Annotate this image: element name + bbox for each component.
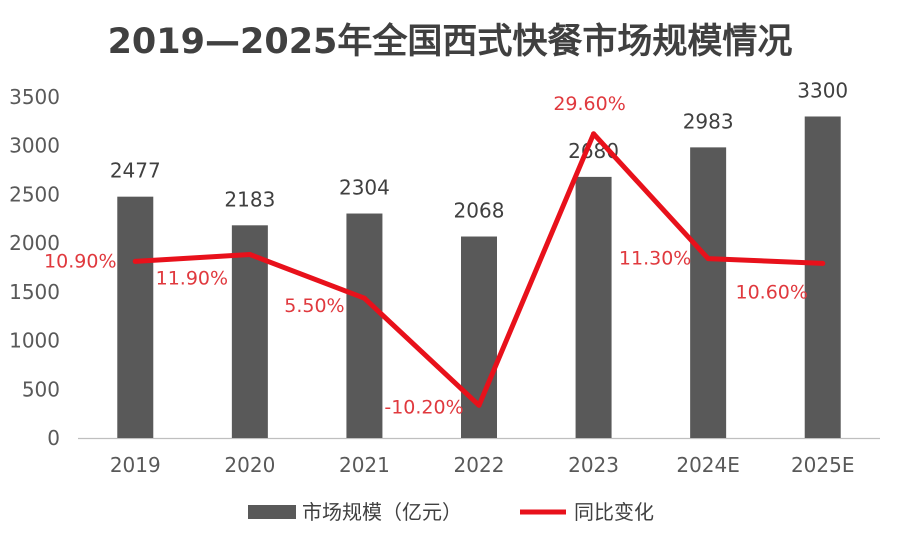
- bar-value-label-2019: 2477: [110, 159, 161, 183]
- bar-2021: [346, 213, 383, 438]
- bar-2024e: [690, 147, 727, 438]
- x-tick-label-2021: 2021: [339, 453, 390, 477]
- bar-2019: [117, 196, 154, 438]
- bar-2023: [575, 176, 612, 439]
- x-axis-tick-labels: 2019 2020 2021 2022 2023 2024E 2025E: [110, 453, 855, 477]
- yoy-label-2019: 10.90%: [44, 250, 116, 272]
- y-tick-label-1000: 1000: [9, 329, 60, 353]
- yoy-label-2022: -10.20%: [384, 396, 463, 418]
- line-data-labels: 10.90% 11.90% 5.50% -10.20% 29.60% 11.30% 10.6…: [44, 93, 808, 418]
- y-tick-label-2000: 2000: [9, 231, 60, 255]
- yoy-label-2024e: 11.30%: [619, 248, 691, 270]
- yoy-point-2025e: [820, 260, 826, 266]
- legend-swatch-market-size: [248, 505, 296, 519]
- x-tick-label-2019: 2019: [110, 453, 161, 477]
- x-tick-label-2024e: 2024E: [676, 453, 740, 477]
- y-tick-label-2500: 2500: [9, 182, 60, 206]
- yoy-point-2022: [476, 402, 482, 408]
- y-axis-tick-labels: 0 500 1000 1500 2000 2500 3000 3500: [9, 85, 60, 450]
- yoy-label-2020: 11.90%: [156, 268, 228, 290]
- x-tick-label-2022: 2022: [454, 453, 505, 477]
- yoy-label-2023: 29.60%: [553, 93, 625, 115]
- bar-value-label-2020: 2183: [224, 187, 275, 211]
- chart-title: 2019—2025年全国西式快餐市场规模情况: [108, 21, 793, 62]
- x-tick-label-2020: 2020: [224, 453, 275, 477]
- bar-2025e: [804, 116, 841, 438]
- legend: 市场规模（亿元） 同比变化: [248, 500, 654, 524]
- y-tick-label-1500: 1500: [9, 280, 60, 304]
- yoy-point-2019: [132, 258, 138, 264]
- bar-value-label-2021: 2304: [339, 176, 390, 200]
- x-tick-label-2023: 2023: [568, 453, 619, 477]
- yoy-point-2023: [591, 131, 597, 137]
- line-series-yoy-change: [132, 131, 826, 408]
- legend-label-yoy-change: 同比变化: [574, 500, 654, 524]
- bar-value-label-2025e: 3300: [797, 78, 848, 102]
- x-tick-label-2025e: 2025E: [791, 453, 855, 477]
- y-tick-label-3500: 3500: [9, 85, 60, 109]
- y-tick-label-500: 500: [22, 377, 60, 401]
- yoy-point-2020: [247, 252, 253, 258]
- yoy-point-2021: [361, 295, 367, 301]
- bar-value-label-2022: 2068: [454, 199, 505, 223]
- y-tick-label-0: 0: [47, 426, 60, 450]
- yoy-point-2024e: [705, 256, 711, 262]
- legend-label-market-size: 市场规模（亿元）: [302, 500, 462, 524]
- yoy-label-2021: 5.50%: [284, 295, 344, 317]
- y-tick-label-3000: 3000: [9, 134, 60, 158]
- bar-value-label-2024e: 2983: [683, 109, 734, 133]
- yoy-label-2025e: 10.60%: [735, 281, 807, 303]
